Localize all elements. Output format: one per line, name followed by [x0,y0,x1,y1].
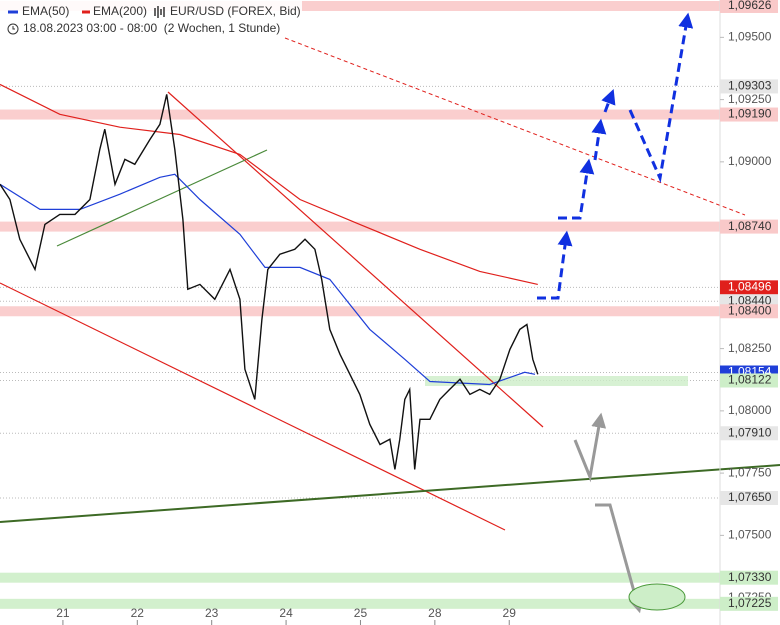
level-label: 1,09303 [728,79,772,93]
level-box [720,280,778,295]
level-label: 1,07650 [728,490,772,504]
level-zone [0,109,720,120]
level-label: 1,08400 [728,303,772,317]
level-label: 1,08740 [728,219,772,233]
candle-icon [154,6,165,18]
plot [0,83,539,470]
zones [0,0,720,609]
level-label: 1,08440 [728,293,772,307]
level-label: 1,07330 [728,570,772,584]
x-axis: 21 22 23 24 25 28 29 [56,606,516,625]
projection-arrows [537,12,694,300]
price-line [0,94,539,470]
y-tick-label: 1,07500 [728,528,772,542]
level-zone [0,0,720,11]
level-box [720,79,778,94]
ema-line [0,173,536,386]
x-tick-label: 24 [279,606,293,620]
clock-hand [12,26,15,30]
x-tick-label: 21 [56,606,70,620]
level-label: 1,09190 [728,107,772,121]
target-area [628,583,686,611]
level-box [720,304,778,319]
level-box [720,570,778,585]
support-zone [425,376,688,386]
y-tick-label: 1,09000 [728,154,772,168]
subtitle: 18.08.2023 03:00 - 08:00 (2 Wochen, 1 St… [23,21,280,35]
level-label: 1,09626 [728,0,772,12]
x-tick-label: 28 [428,606,442,620]
level-box [720,0,778,13]
level-zone [0,221,720,232]
y-tick-label: 1,08250 [728,341,772,355]
level-box [720,219,778,234]
y-tick-label: 1,08000 [728,403,772,417]
x-tick-label: 29 [503,606,517,620]
x-tick-label: 23 [205,606,219,620]
level-box [720,373,778,388]
level-label: 1,07225 [728,596,772,610]
legend-entry: EMA(200) [93,4,147,18]
clock-icon [7,23,19,35]
y-tick-label: 1,07750 [728,465,772,479]
level-box [720,491,778,506]
level-zone [0,572,720,583]
level-zone [0,598,720,609]
y-tick-label: 1,09250 [728,92,772,106]
y-axis: 1,09500 1,09250 1,09000 1,08250 1,08000 1,077… [720,0,778,611]
legend-entry: EMA(50) [22,4,69,18]
x-tick-label: 25 [354,606,368,620]
x-tick-label: 22 [131,606,145,620]
level-label: 1,07910 [728,425,772,439]
level-zone [0,306,720,317]
ema-line [0,83,538,285]
y-tick-label: 1,09500 [728,30,772,44]
symbol: EUR/USD (FOREX, Bid) [170,4,301,18]
level-label: 1,08122 [728,373,772,387]
level-box [720,596,778,611]
scenario-arrows [573,412,644,614]
trend-lines [0,37,780,531]
level-box [720,426,778,441]
level-box [720,107,778,122]
header: EMA(50) EMA(200) EUR/USD (FOREX, Bid) 18… [0,0,302,36]
level-label: 1,08496 [728,280,772,294]
